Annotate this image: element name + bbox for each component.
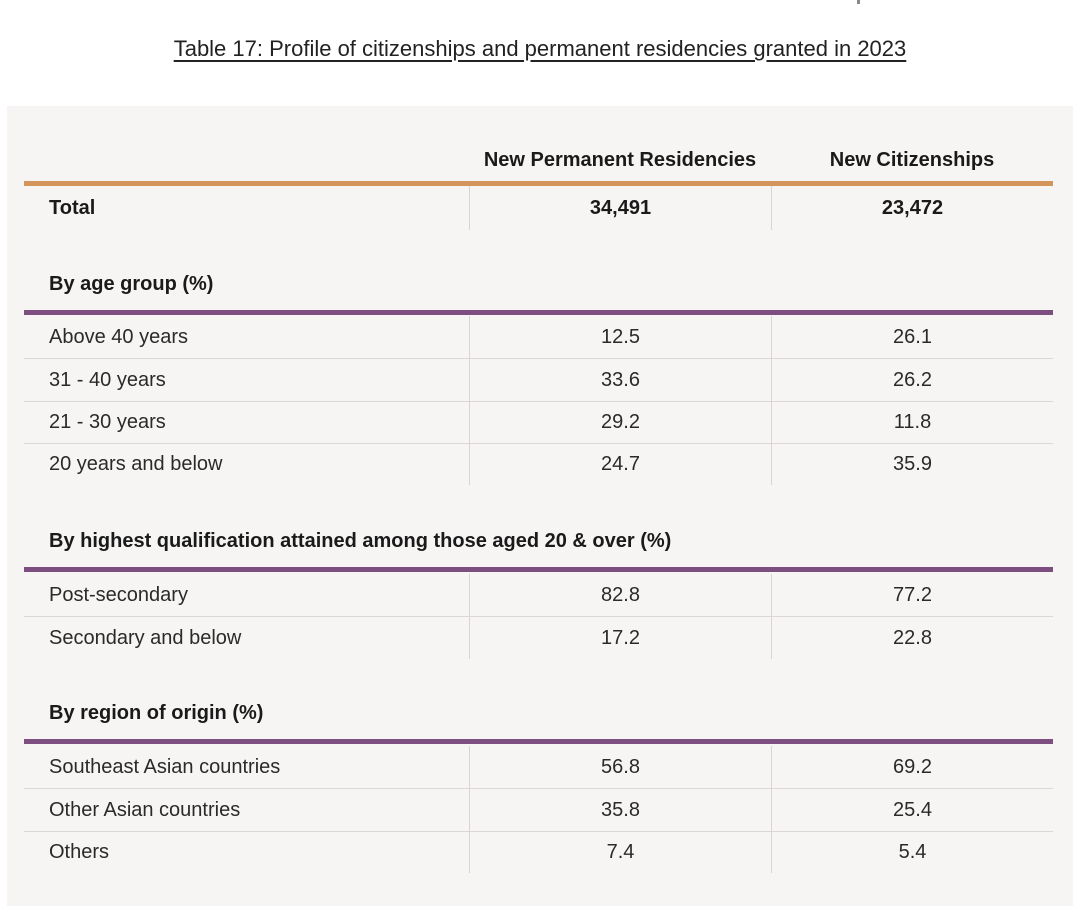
section-title-qualification: By highest qualification attained among …: [49, 530, 672, 552]
table-row: 20 years and below 24.7 35.9: [24, 443, 1053, 485]
row-citizenship-value: 26.1: [771, 316, 1053, 358]
row-citizenship-value: 11.8: [771, 401, 1053, 443]
total-citizenship-value: 23,472: [771, 186, 1053, 230]
row-pr-value: 82.8: [469, 574, 771, 616]
table-row: Post-secondary 82.8 77.2: [24, 574, 1053, 617]
row-citizenship-value: 26.2: [771, 359, 1053, 401]
table-row: Southeast Asian countries 56.8 69.2: [24, 746, 1053, 789]
total-divider: [24, 181, 1053, 186]
section-divider-region: [24, 739, 1053, 744]
table-header-row: New Permanent Residencies New Citizenshi…: [24, 140, 1053, 180]
row-label: 21 - 30 years: [49, 410, 166, 433]
row-label: Others: [49, 840, 110, 863]
section-title-region: By region of origin (%): [49, 702, 264, 724]
cropped-text-fragment: [857, 0, 860, 4]
table-row: Other Asian countries 35.8 25.4: [24, 789, 1053, 832]
row-citizenship-value: 77.2: [771, 574, 1053, 616]
row-pr-value: 33.6: [469, 359, 771, 401]
row-citizenship-value: 5.4: [771, 831, 1053, 873]
row-citizenship-value: 69.2: [771, 746, 1053, 788]
section-divider-qualification: [24, 567, 1053, 572]
row-label: Post-secondary: [49, 583, 188, 606]
row-label: Southeast Asian countries: [49, 755, 281, 778]
row-pr-value: 17.2: [469, 617, 771, 659]
row-label: 31 - 40 years: [49, 368, 166, 391]
row-pr-value: 56.8: [469, 746, 771, 788]
row-pr-value: 24.7: [469, 443, 771, 485]
section-divider-age: [24, 310, 1053, 315]
row-pr-value: 29.2: [469, 401, 771, 443]
row-citizenship-value: 22.8: [771, 617, 1053, 659]
row-pr-value: 12.5: [469, 316, 771, 358]
row-citizenship-value: 25.4: [771, 789, 1053, 831]
row-pr-value: 35.8: [469, 789, 771, 831]
row-label: Above 40 years: [49, 325, 188, 348]
table-panel: [7, 106, 1073, 906]
section-title-age: By age group (%): [49, 273, 214, 295]
column-header-pr: New Permanent Residencies: [483, 148, 757, 171]
row-label: Other Asian countries: [49, 798, 241, 821]
column-header-citizenship: New Citizenships: [829, 148, 995, 171]
total-pr-value: 34,491: [469, 186, 771, 230]
table-caption: Table 17: Profile of citizenships and pe…: [173, 36, 907, 61]
table-row: Others 7.4 5.4: [24, 831, 1053, 873]
row-label: 20 years and below: [49, 452, 223, 475]
table-row: 21 - 30 years 29.2 11.8: [24, 401, 1053, 444]
row-label: Secondary and below: [49, 626, 242, 649]
table-row: 31 - 40 years 33.6 26.2: [24, 359, 1053, 402]
total-row: Total 34,491 23,472: [24, 186, 1053, 230]
row-citizenship-value: 35.9: [771, 443, 1053, 485]
row-pr-value: 7.4: [469, 831, 771, 873]
table-row: Above 40 years 12.5 26.1: [24, 316, 1053, 359]
table-row: Secondary and below 17.2 22.8: [24, 617, 1053, 659]
total-label: Total: [49, 196, 96, 219]
